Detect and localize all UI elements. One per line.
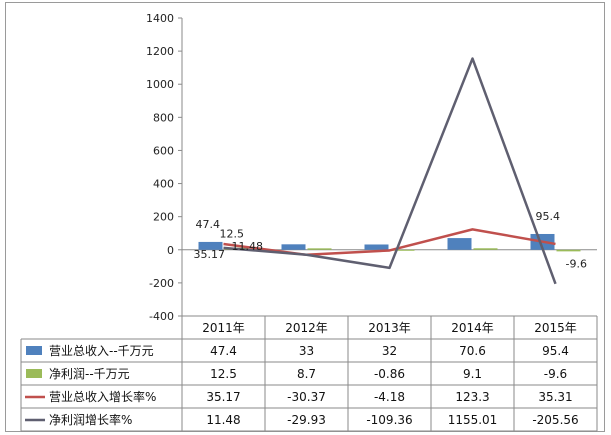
bar-revenue: [364, 244, 389, 250]
table-cell: 12.5: [210, 367, 237, 381]
legend-series-name: 营业总收入--千万元: [49, 344, 154, 358]
table-cell: 33: [299, 344, 314, 358]
y-axis: 1400 1200 1000 800 600 400 200 0 -200 -400: [146, 12, 597, 323]
table-cell: -30.37: [287, 390, 326, 404]
table-cell: 11.48: [206, 413, 240, 427]
table-cell: -29.93: [287, 413, 326, 427]
bar-profit: [556, 249, 581, 252]
y-tick-label: -200: [149, 277, 174, 290]
table-cell: -0.86: [374, 367, 405, 381]
table-cell: 8.7: [297, 367, 316, 381]
data-label: 12.5: [220, 228, 245, 241]
x-category-label: 2014年: [451, 321, 494, 335]
y-tick-label: 400: [153, 178, 174, 191]
y-tick-label: 0: [167, 244, 174, 257]
table-cell: 70.6: [459, 344, 486, 358]
data-label: 95.4: [536, 210, 561, 223]
legend-series-name: 营业总收入增长率%: [49, 389, 156, 404]
data-label: 47.4: [196, 218, 221, 231]
lines: [223, 57, 557, 285]
bar-revenue: [281, 244, 306, 250]
chart-frame: 1400 1200 1000 800 600 400 200 0 -200 -400 47.4 12…: [5, 2, 605, 432]
y-tick-label: 200: [153, 211, 174, 224]
table-cell: 123.3: [455, 390, 489, 404]
bar-profit: [307, 248, 332, 250]
line-profit-growth: [223, 57, 557, 285]
data-label: 35.17: [194, 248, 226, 261]
table-cell: 95.4: [542, 344, 569, 358]
x-category-label: 2012年: [285, 321, 328, 335]
x-category-label: 2011年: [202, 321, 245, 335]
data-label: -9.6: [566, 257, 587, 270]
line-revenue-growth: [223, 228, 556, 257]
legend-series-name: 净利润增长率%: [49, 412, 132, 427]
bar-profit: [390, 249, 415, 251]
bar-revenue: [198, 241, 223, 250]
table-cell: -9.6: [544, 367, 567, 381]
y-tick-label: -400: [149, 310, 174, 323]
bar-revenue: [447, 238, 472, 250]
table-cell: 9.1: [463, 367, 482, 381]
data-label: 11.48: [232, 240, 264, 253]
table-cell: 1155.01: [448, 413, 498, 427]
table-cell: 47.4: [210, 344, 237, 358]
table-cell: 32: [382, 344, 397, 358]
y-tick-label: 600: [153, 144, 174, 157]
table-cell: -4.18: [374, 390, 405, 404]
x-category-label: 2013年: [368, 321, 411, 335]
table-cell: -205.56: [532, 413, 578, 427]
x-category-label: 2015年: [534, 321, 577, 335]
table-cell: -109.36: [366, 413, 412, 427]
y-tick-label: 1000: [146, 78, 174, 91]
y-tick-label: 1400: [146, 12, 174, 25]
legend-series-name: 净利润--千万元: [49, 367, 130, 381]
table-cell: 35.17: [206, 390, 240, 404]
y-tick-label: 800: [153, 111, 174, 124]
bar-profit: [473, 248, 498, 250]
legend-swatch: [26, 346, 42, 355]
data-labels: 47.412.511.48 35.17 95.4 -9.6: [194, 210, 587, 270]
legend-swatch: [26, 369, 42, 378]
y-tick-label: 1200: [146, 45, 174, 58]
table-cell: 35.31: [538, 390, 572, 404]
